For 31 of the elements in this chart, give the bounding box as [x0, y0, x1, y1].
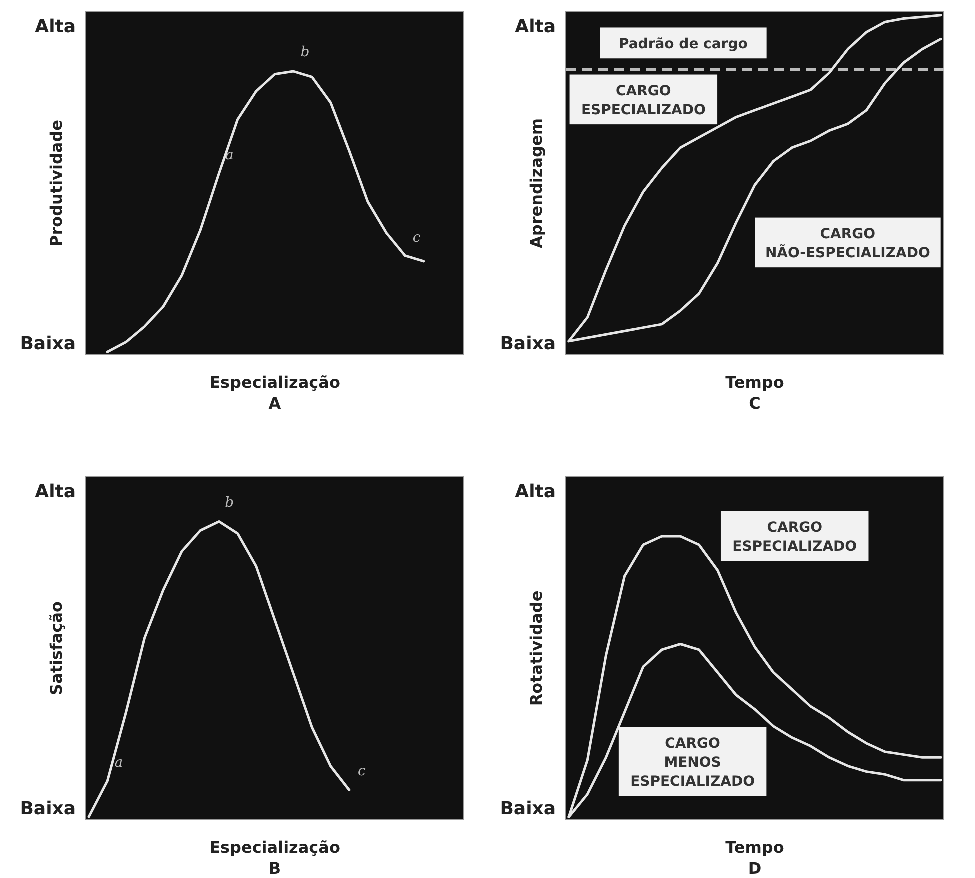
text: b [225, 494, 234, 511]
x-axis-title: Tempo [726, 838, 784, 857]
text: Alta [35, 481, 76, 502]
series-label: CARGO ESPECIALIZADO [581, 84, 706, 118]
text: D [748, 859, 762, 878]
text: Alta [515, 16, 556, 38]
series-label: CARGO ESPECIALIZADO [732, 520, 858, 555]
text: B [268, 859, 282, 878]
text: Baixa [20, 798, 76, 820]
text: Baixa [500, 333, 556, 354]
text: Baixa [500, 798, 556, 820]
annotation: a [225, 147, 234, 164]
text: Alta [35, 16, 76, 38]
text: A [268, 394, 282, 413]
x-axis-title: Especialização [210, 838, 340, 857]
annotation: a [114, 754, 124, 771]
series-label: CARGO MENOS ESPECIALIZADO [630, 736, 756, 790]
annotation: c [412, 230, 421, 246]
ref-line-label: Padrão de cargo [618, 36, 748, 52]
y-axis-title: Aprendizagem [527, 118, 546, 248]
annotation: c [358, 763, 366, 780]
x-axis-title: Tempo [726, 373, 784, 392]
text: C [749, 394, 761, 413]
series-label: CARGO NÃO-ESPECIALIZADO [765, 226, 930, 262]
text: Baixa [20, 333, 76, 354]
y-axis-title: Rotatividade [527, 590, 546, 706]
x-axis-title: Especialização [210, 373, 340, 392]
y-axis-title: Produtividade [47, 120, 66, 248]
y-axis-title: Satisfação [47, 601, 66, 696]
text: b [300, 44, 310, 61]
text: Alta [515, 481, 556, 502]
